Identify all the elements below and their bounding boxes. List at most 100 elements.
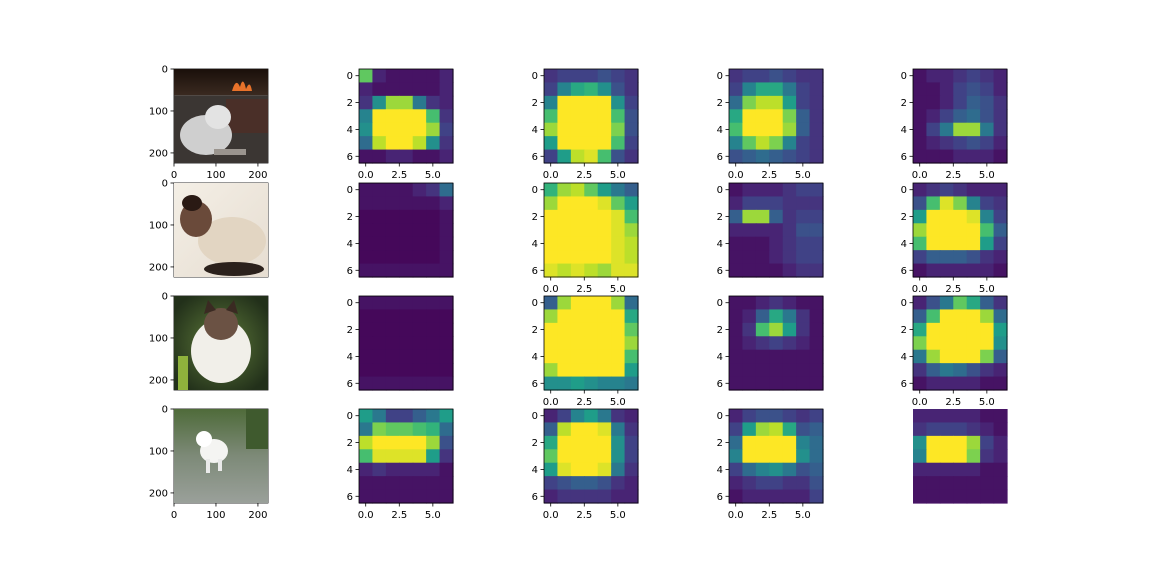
heatmap-cell: [926, 122, 941, 137]
heatmap-cell: [809, 296, 824, 311]
heatmap-cell: [755, 95, 770, 110]
heatmap-cell: [611, 250, 626, 265]
heatmap-cell: [729, 309, 744, 324]
photo-column: [173, 68, 269, 504]
heatmap-cell: [611, 109, 626, 124]
heatmap-cell: [359, 109, 374, 124]
heatmap-cell: [796, 149, 811, 164]
heatmap-cell: [557, 435, 572, 450]
heatmap-cell: [399, 136, 414, 151]
heatmap-cell: [399, 196, 414, 211]
heatmap-cell: [755, 223, 770, 238]
tick-label: 200: [149, 262, 168, 273]
heatmap-cell: [412, 95, 427, 110]
tick-label: 2: [532, 325, 538, 336]
tick-label: 4: [901, 239, 907, 250]
heatmap-cell: [399, 209, 414, 224]
heatmap-cell: [624, 136, 639, 151]
heatmap-cell: [570, 263, 585, 278]
heatmap-cell: [385, 183, 400, 198]
heatmap-cell: [993, 363, 1008, 378]
heatmap-cell: [624, 409, 639, 424]
tick-label: 0.0: [728, 170, 744, 181]
heatmap-cell: [796, 409, 811, 424]
heatmap-cell: [980, 196, 995, 211]
heatmap-cell: [385, 476, 400, 491]
tick-label: 2.5: [945, 170, 961, 181]
heatmap-cell: [913, 376, 928, 391]
heatmap-cell: [939, 122, 954, 137]
heatmap-cell: [584, 136, 599, 151]
tick-label: 5.0: [979, 397, 995, 408]
heatmap-cell: [966, 95, 981, 110]
tick-label: 0.0: [912, 284, 928, 295]
heatmap-cell: [782, 462, 797, 477]
heatmap-cell: [729, 69, 744, 84]
photo-dog-paw: [214, 149, 246, 155]
heatmap-cell: [953, 336, 968, 351]
heatmap-cell: [953, 476, 968, 491]
tick-label: 5.0: [610, 170, 626, 181]
tick-label: 2: [717, 438, 723, 449]
heatmap-cell: [742, 489, 757, 504]
heatmap-cell: [966, 263, 981, 278]
heatmap-cell: [557, 209, 572, 224]
heatmap-cell: [399, 236, 414, 251]
tick-label: 100: [149, 446, 168, 457]
heatmap-cell: [966, 136, 981, 151]
heatmap-cell: [412, 322, 427, 337]
heatmap-cell: [796, 122, 811, 137]
heatmap-cell: [993, 149, 1008, 164]
heatmap-cell: [993, 309, 1008, 324]
heatmap-cell: [611, 476, 626, 491]
tick-label: 6: [532, 266, 538, 277]
heatmap-cell: [372, 250, 387, 265]
heatmap-cell: [359, 476, 374, 491]
heatmap-cell: [597, 196, 612, 211]
heatmap-cell: [729, 82, 744, 97]
heatmap-cell: [993, 296, 1008, 311]
heatmap-cell: [755, 250, 770, 265]
heatmap-cell: [913, 309, 928, 324]
heatmap-cell: [399, 82, 414, 97]
heatmap-cell: [926, 82, 941, 97]
tick-label: 4: [901, 352, 907, 363]
tick-label: 0.0: [358, 510, 374, 521]
tick-label: 5.0: [795, 510, 811, 521]
heatmap-cell: [624, 376, 639, 391]
photo-2: [173, 182, 269, 278]
heatmap-cell: [544, 409, 559, 424]
heatmap-cell: [809, 376, 824, 391]
heatmap-r4-c5: [913, 409, 1008, 504]
heatmap-cell: [570, 69, 585, 84]
heatmap-cell: [913, 183, 928, 198]
heatmap-cell: [557, 462, 572, 477]
heatmap-cell: [769, 149, 784, 164]
heatmap-cell: [742, 223, 757, 238]
heatmap-cell: [544, 209, 559, 224]
heatmap-cell: [544, 250, 559, 265]
heatmap-cell: [372, 336, 387, 351]
heatmap-cell: [993, 136, 1008, 151]
heatmap-cell: [729, 422, 744, 437]
tick-label: 100: [149, 106, 168, 117]
heatmap-cell: [624, 263, 639, 278]
heatmap-frame: [543, 408, 639, 504]
heatmap-cell: [755, 322, 770, 337]
heatmap-cell: [372, 435, 387, 450]
heatmap-cell: [913, 250, 928, 265]
heatmap-cell: [755, 209, 770, 224]
heatmap-cell: [385, 209, 400, 224]
heatmap-cell: [570, 309, 585, 324]
heatmap-cell: [611, 336, 626, 351]
photo-1: [173, 68, 269, 164]
heatmap-cell: [993, 322, 1008, 337]
heatmap-cell: [769, 122, 784, 137]
heatmap-cell: [399, 309, 414, 324]
heatmap-cell: [570, 449, 585, 464]
heatmap-cell: [913, 263, 928, 278]
heatmap-cell: [372, 149, 387, 164]
heatmap-cell: [372, 122, 387, 137]
heatmap-cell: [412, 376, 427, 391]
heatmap-cell: [939, 349, 954, 364]
